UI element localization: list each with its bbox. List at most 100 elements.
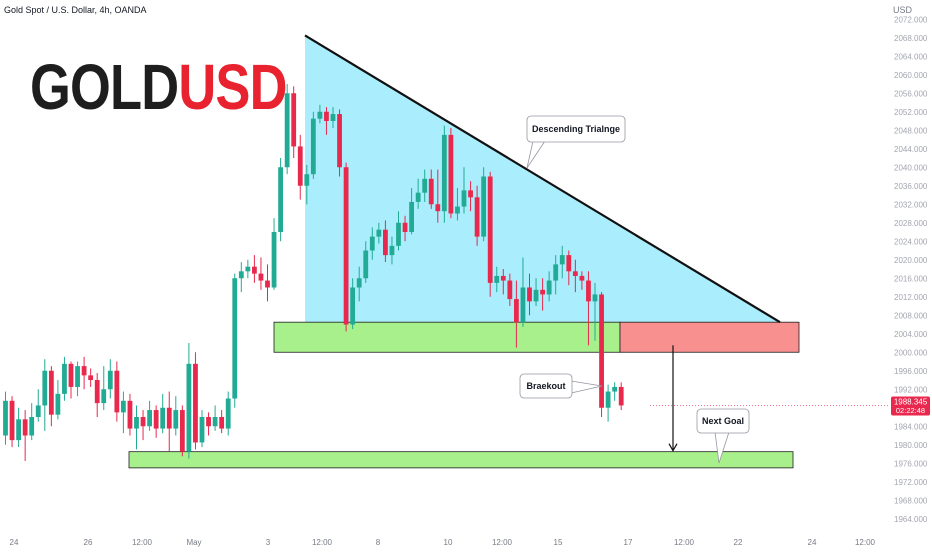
callout-next-goal-text: Next Goal [702, 416, 744, 426]
candle [114, 361, 120, 422]
candle [579, 271, 585, 290]
candle [258, 257, 264, 290]
callout-next-goal-box [696, 408, 750, 434]
callout-breakout[interactable]: Braekout [519, 373, 603, 399]
candle-body [179, 410, 185, 452]
candle [35, 389, 41, 422]
candle-body [579, 275, 585, 281]
candle-body [68, 363, 74, 387]
candle [514, 280, 519, 348]
candle [468, 181, 473, 212]
candle-body [225, 398, 231, 429]
candle-body [297, 146, 303, 186]
candle [68, 361, 74, 399]
price-tick-label: 2068.000 [894, 34, 928, 43]
candle-body [605, 391, 611, 408]
price-tick-label: 2020.000 [894, 256, 928, 265]
callout-next-goal[interactable]: Next Goal [696, 408, 750, 464]
candle [572, 259, 578, 293]
price-tick-label: 1980.000 [894, 441, 928, 450]
candle [363, 241, 369, 283]
candle [212, 405, 218, 431]
price-tick-label: 1992.000 [894, 385, 928, 394]
candle-body [572, 271, 578, 276]
candle-body [212, 417, 218, 427]
candle-body [383, 229, 388, 256]
candle [592, 282, 598, 341]
candle [3, 391, 8, 445]
candle [166, 391, 172, 452]
candle-body [415, 192, 421, 202]
time-axis[interactable]: 24 26 12:00 May 3 12:00 8 10 12:00 15 17 12:00 22 24 1… [10, 538, 876, 547]
candle-body [337, 114, 342, 168]
candle-body [468, 190, 473, 198]
candle-body [29, 417, 35, 436]
candle-body [245, 266, 251, 272]
price-tick-label: 2072.000 [894, 15, 928, 24]
candle-body [9, 400, 15, 441]
candle [441, 125, 447, 223]
candle-body [599, 294, 604, 408]
candle-body [448, 134, 454, 214]
candle [533, 278, 539, 306]
candle-body [376, 229, 382, 237]
candle-body [487, 176, 493, 283]
candle [422, 169, 428, 202]
candle [520, 257, 526, 327]
candle-body [481, 176, 487, 237]
price-tick-label: 2036.000 [894, 182, 928, 191]
candle [42, 359, 48, 431]
time-tick-label: 17 [624, 538, 633, 547]
candle [48, 366, 54, 427]
price-tick-label: 2040.000 [894, 163, 928, 172]
callout-descending-triangle[interactable]: Descending Trialnge [526, 115, 626, 169]
candle-body [101, 389, 107, 404]
candle [153, 405, 159, 438]
candle-body [199, 417, 205, 443]
candle [389, 236, 395, 265]
candle-body [140, 417, 146, 427]
candle-body [441, 134, 447, 212]
callout-descending-triangle-text: Descending Trialnge [532, 124, 620, 134]
time-tick-label: 8 [376, 538, 381, 547]
callout-descending-triangle-box [526, 115, 626, 143]
candle-body [134, 417, 139, 429]
candle-body [396, 222, 401, 246]
callout-breakout-tail [570, 380, 603, 394]
candle [324, 107, 329, 135]
candle-body [363, 250, 369, 279]
last-price-tag-bg [891, 396, 930, 416]
candle-body [527, 287, 532, 302]
candle [553, 255, 559, 295]
candle-body [3, 400, 8, 436]
candle-body [389, 245, 395, 256]
price-tick-label: 2032.000 [894, 200, 928, 209]
candle-body [618, 386, 624, 406]
price-tick-label: 2056.000 [894, 89, 928, 98]
candle [376, 222, 382, 244]
candle [448, 127, 454, 219]
time-tick-label: 10 [444, 538, 453, 547]
logo-part-gold: GOLD [30, 51, 179, 123]
time-tick-label: 3 [266, 538, 271, 547]
price-tick-label: 2052.000 [894, 108, 928, 117]
time-tick-label: 12:00 [492, 538, 513, 547]
last-price-countdown: 02:22:48 [896, 406, 925, 415]
candle-body [271, 232, 277, 288]
candle-body [153, 410, 159, 429]
price-tick-label: 1964.000 [894, 515, 928, 524]
candle [356, 266, 362, 302]
candle-body [324, 111, 329, 121]
candle [586, 271, 591, 346]
candle [121, 391, 126, 434]
candle [396, 211, 401, 251]
candle [107, 359, 113, 399]
candle-body [507, 280, 513, 300]
candle [605, 384, 611, 422]
time-tick-label: 22 [734, 538, 743, 547]
price-tick-label: 2000.000 [894, 348, 928, 357]
price-axis[interactable]: 1964.000 1968.000 1972.000 1976.000 1980.000… [888, 0, 932, 550]
callout-breakout-box [519, 373, 573, 399]
